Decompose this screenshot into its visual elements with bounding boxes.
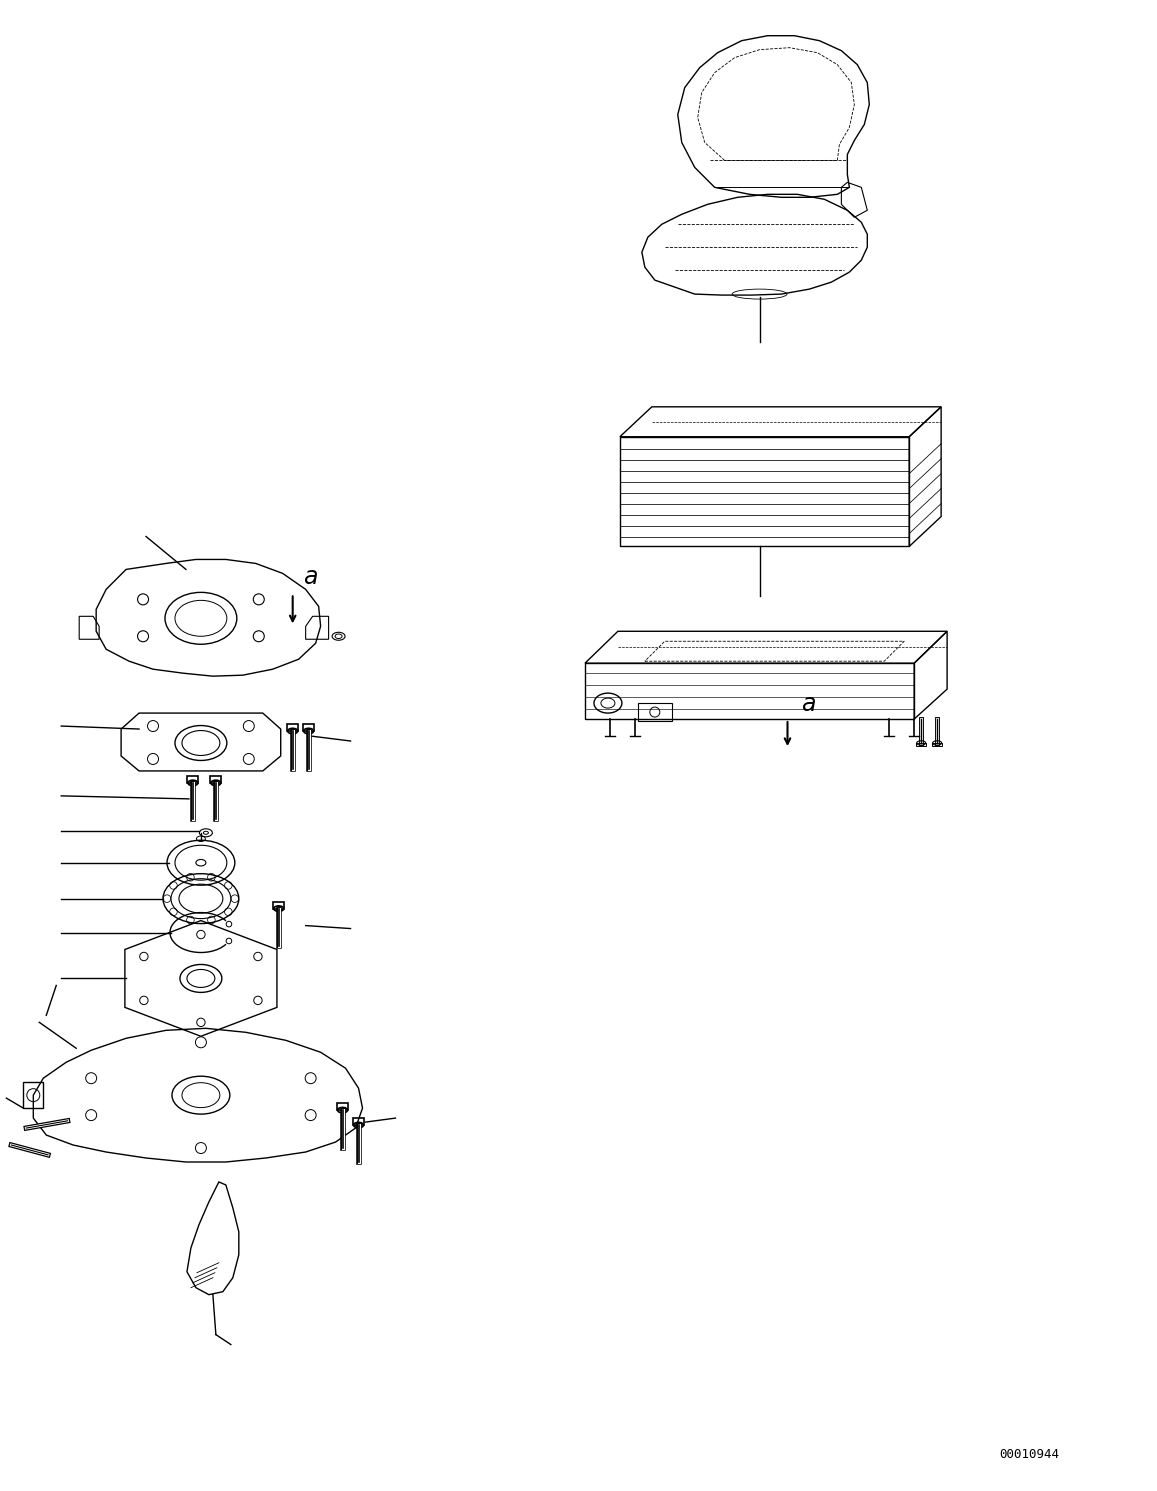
Text: a: a — [802, 692, 816, 716]
Text: 00010944: 00010944 — [998, 1448, 1059, 1461]
Text: a: a — [303, 565, 317, 589]
